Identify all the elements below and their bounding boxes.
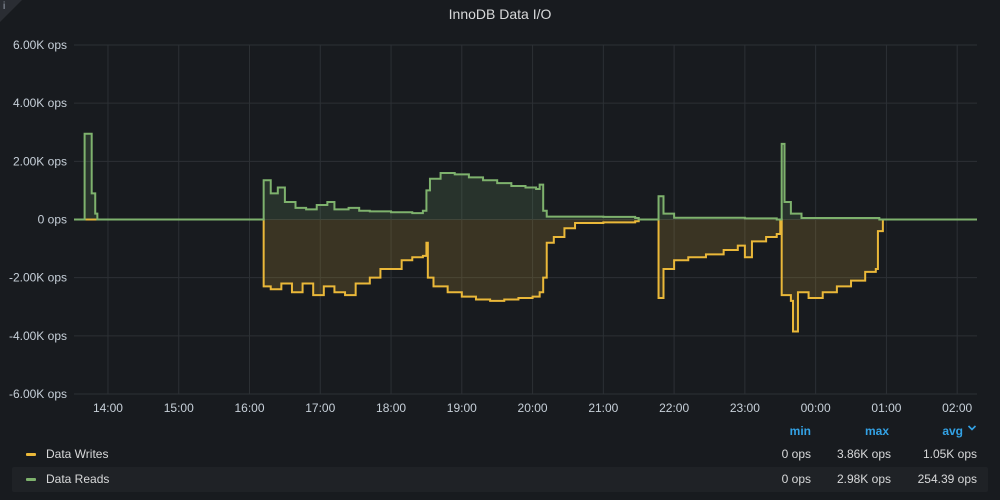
y-tick-label: 2.00K ops [13, 154, 67, 168]
legend-value-max: 2.98K ops [836, 472, 891, 486]
x-tick-label: 18:00 [376, 401, 406, 415]
x-tick-label: 19:00 [447, 401, 477, 415]
panel-title[interactable]: InnoDB Data I/O [448, 6, 552, 22]
y-tick-label: 6.00K ops [13, 38, 67, 52]
series-area-writes [74, 219, 977, 332]
x-tick-label: 17:00 [305, 401, 335, 415]
y-tick-label: 0 ops [38, 213, 67, 227]
legend-series-name[interactable]: Data Reads [46, 472, 110, 486]
x-tick-label: 00:00 [801, 401, 831, 415]
x-tick-label: 21:00 [588, 401, 618, 415]
legend-row-writes[interactable]: Data Writes 0 ops 3.86K ops 1.05K ops [12, 442, 988, 467]
info-icon[interactable]: i [3, 1, 6, 12]
legend-value-min: 0 ops [781, 447, 811, 461]
legend-series-name[interactable]: Data Writes [46, 447, 109, 461]
x-tick-label: 14:00 [93, 401, 123, 415]
legend-table: min max avg Data Writes 0 ops 3.86K ops … [12, 418, 988, 492]
x-tick-label: 22:00 [659, 401, 689, 415]
y-tick-label: -2.00K ops [9, 271, 67, 285]
y-tick-label: -4.00K ops [9, 329, 67, 343]
y-axis: 6.00K ops 4.00K ops 2.00K ops 0 ops -2.00K o… [9, 38, 67, 401]
series-layer [74, 132, 977, 333]
series-line-reads [74, 132, 977, 221]
legend-max-header[interactable]: max [864, 424, 889, 438]
chart-area[interactable]: 6.00K ops 4.00K ops 2.00K ops 0 ops -2.00K o… [0, 0, 1000, 420]
x-tick-label: 15:00 [164, 401, 194, 415]
legend-min-header[interactable]: min [789, 424, 811, 438]
legend-value-min: 0 ops [781, 472, 811, 486]
legend-value-avg: 1.05K ops [922, 447, 977, 461]
x-tick-label: 20:00 [518, 401, 548, 415]
series-line-writes [74, 218, 977, 333]
legend-header: min max avg [12, 418, 988, 442]
x-axis: 14:00 15:00 16:00 17:00 18:00 19:00 20:00 21:00… [93, 401, 973, 415]
x-tick-label: 23:00 [730, 401, 760, 415]
legend-row-reads[interactable]: Data Reads 0 ops 2.98K ops 254.39 ops [12, 467, 988, 492]
y-tick-label: -6.00K ops [9, 387, 67, 401]
legend-value-max: 3.86K ops [836, 447, 891, 461]
x-tick-label: 01:00 [871, 401, 901, 415]
legend-swatch-writes [26, 453, 36, 456]
legend-swatch-reads [26, 478, 36, 481]
legend-value-avg: 254.39 ops [917, 472, 977, 486]
legend-avg-header[interactable]: avg [942, 424, 963, 438]
panel-info-corner[interactable] [0, 0, 22, 22]
x-tick-label: 16:00 [234, 401, 264, 415]
series-area-reads [74, 133, 977, 220]
chevron-down-icon[interactable] [967, 421, 977, 438]
x-tick-label: 02:00 [942, 401, 972, 415]
y-tick-label: 4.00K ops [13, 96, 67, 110]
